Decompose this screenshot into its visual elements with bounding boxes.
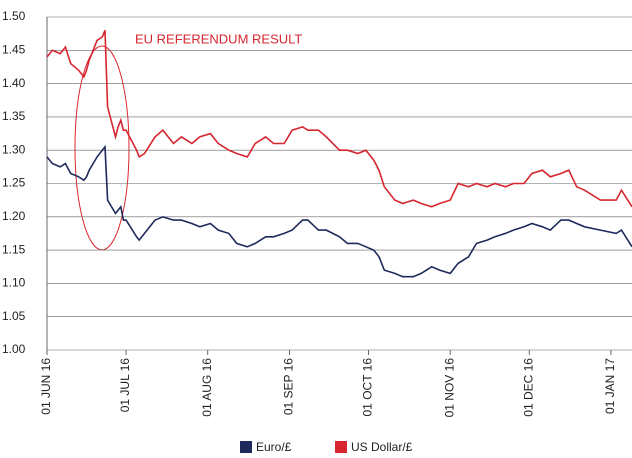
x-tick-label: 01 JAN 17 [603, 358, 617, 414]
annotation: EU REFERENDUM RESULT [135, 31, 302, 46]
series-line [46, 30, 632, 208]
legend-label: Euro/£ [256, 440, 292, 454]
x-tick-label: 01 SEP 16 [282, 358, 296, 415]
y-tick-label: 1.05 [2, 309, 26, 323]
x-tick-label: 01 NOV 16 [442, 358, 456, 418]
y-tick-label: 1.00 [2, 342, 26, 356]
y-tick-label: 1.50 [2, 9, 26, 23]
y-tick-label: 1.20 [2, 209, 26, 223]
y-tick-label: 1.15 [2, 242, 26, 256]
y-tick-label: 1.35 [2, 109, 26, 123]
legend-label: US Dollar/£ [351, 440, 413, 454]
y-tick-label: 1.45 [2, 42, 26, 56]
y-tick-label: 1.10 [2, 276, 26, 290]
y-tick-label: 1.40 [2, 76, 26, 90]
x-tick-label: 01 JUL 16 [118, 358, 132, 413]
legend-swatch [335, 441, 347, 453]
x-tick-label: 01 DEC 16 [521, 358, 535, 417]
x-tick-label: 01 JUN 16 [39, 358, 53, 415]
y-tick-label: 1.25 [2, 176, 26, 190]
legend-swatch [240, 441, 252, 453]
x-tick-label: 01 AUG 16 [200, 358, 214, 417]
series-line [46, 144, 632, 278]
y-tick-label: 1.30 [2, 142, 26, 156]
x-tick-label: 01 OCT 16 [361, 358, 375, 417]
